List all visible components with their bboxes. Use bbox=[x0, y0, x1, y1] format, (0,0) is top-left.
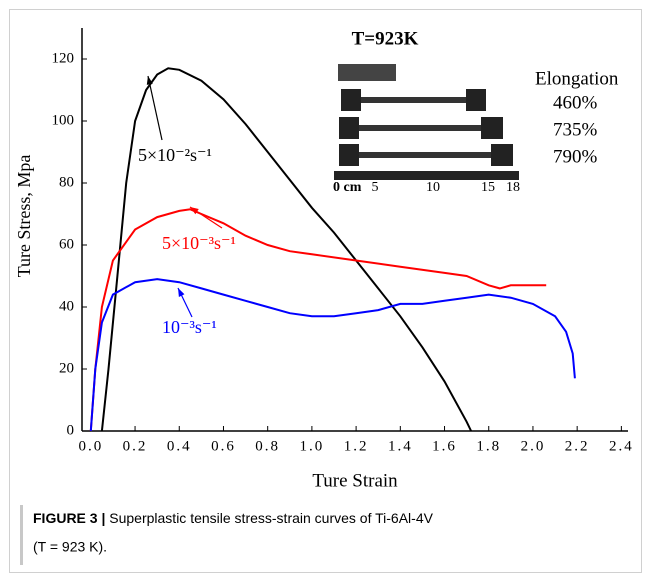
x-axis-label: Ture Strain bbox=[312, 470, 398, 491]
series-line bbox=[100, 67, 473, 432]
specimen bbox=[339, 117, 359, 139]
caption-label: FIGURE 3 | bbox=[33, 510, 105, 526]
specimen bbox=[359, 125, 481, 131]
x-tick-label: 0.4 bbox=[167, 438, 192, 454]
specimen bbox=[491, 144, 513, 166]
specimen bbox=[359, 152, 491, 158]
specimen bbox=[339, 144, 359, 166]
caption: FIGURE 3 | Superplastic tensile stress-s… bbox=[33, 510, 434, 526]
y-tick-label: 60 bbox=[59, 236, 74, 252]
series-label: 5×10⁻²s⁻¹ bbox=[138, 145, 212, 165]
x-tick-label: 1.2 bbox=[344, 438, 369, 454]
figure-frame bbox=[9, 9, 642, 573]
elongation: 460% bbox=[553, 92, 598, 113]
series-line bbox=[89, 278, 576, 432]
series-label: 5×10⁻³s⁻¹ bbox=[162, 233, 236, 253]
x-tick-label: 0.6 bbox=[211, 438, 236, 454]
annotation-arrowhead bbox=[190, 207, 199, 215]
y-axis-label: Ture Stress, Mpa bbox=[14, 155, 34, 278]
y-tick-label: 120 bbox=[52, 50, 75, 66]
x-tick-label: 1.4 bbox=[388, 438, 413, 454]
ruler-label: 18 bbox=[506, 180, 520, 195]
caption-bar bbox=[20, 505, 23, 565]
series-line bbox=[89, 208, 547, 432]
y-tick-label: 80 bbox=[59, 174, 74, 190]
specimen bbox=[338, 64, 396, 81]
elongation: 790% bbox=[553, 146, 598, 167]
specimen bbox=[341, 89, 361, 111]
ruler bbox=[334, 171, 519, 180]
x-tick-label: 2.2 bbox=[565, 438, 590, 454]
caption-text: (T = 923 K). bbox=[33, 539, 107, 555]
elongation: 735% bbox=[553, 119, 598, 140]
x-tick-label: 0.8 bbox=[255, 438, 280, 454]
y-tick-label: 40 bbox=[59, 298, 74, 314]
y-tick-label: 0 bbox=[67, 422, 75, 438]
annotation-arrowhead bbox=[178, 288, 185, 297]
ruler-label: 5 bbox=[372, 180, 379, 195]
ruler-label: 0 cm bbox=[333, 180, 362, 195]
y-tick-label: 100 bbox=[52, 112, 75, 128]
y-tick-label: 20 bbox=[59, 360, 74, 376]
annotation-arrow bbox=[147, 75, 163, 141]
specimen bbox=[361, 97, 466, 103]
specimen bbox=[481, 117, 503, 139]
x-tick-label: 1.0 bbox=[300, 438, 325, 454]
x-tick-label: 0.2 bbox=[123, 438, 148, 454]
series-label: 10⁻³s⁻¹ bbox=[162, 317, 217, 337]
annotation-arrowhead bbox=[146, 76, 153, 85]
inset-label: Elongation bbox=[535, 68, 619, 89]
inset: T=923K Elongation 460% 735% 790% 0 cm 5 … bbox=[333, 28, 619, 195]
ruler-label: 15 bbox=[481, 180, 495, 195]
ruler-label: 10 bbox=[426, 180, 440, 195]
specimen bbox=[466, 89, 486, 111]
x-tick-label: 2.0 bbox=[521, 438, 546, 454]
inset-title: T=923K bbox=[352, 28, 419, 49]
x-tick-label: 2.4 bbox=[609, 438, 634, 454]
x-tick-label: 1.8 bbox=[476, 438, 501, 454]
x-tick-label: 1.6 bbox=[432, 438, 457, 454]
caption-text: Superplastic tensile stress-strain curve… bbox=[109, 510, 433, 526]
x-tick-label: 0.0 bbox=[78, 438, 103, 454]
